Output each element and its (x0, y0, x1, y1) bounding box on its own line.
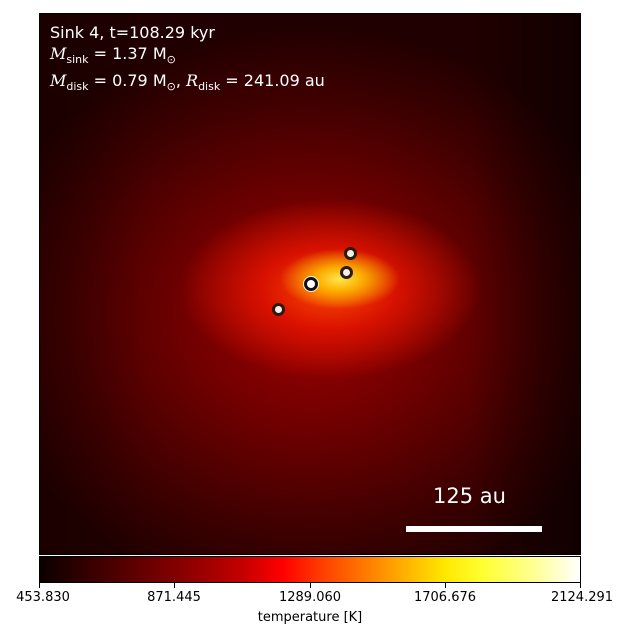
colorbar-tick-label-3: 1706.676 (413, 590, 477, 605)
sink-mass-line: Msink = 1.37 M⊙ (50, 43, 325, 70)
msink-value: = 1.37 M (88, 44, 167, 63)
sink-companion-1-marker (344, 247, 357, 260)
sink-companion-2-marker (340, 266, 353, 279)
colorbar-tick-label-0: 453.830 (16, 590, 70, 605)
colorbar-tick-1 (174, 583, 175, 588)
mdisk-unit-subscript: ⊙ (166, 80, 176, 94)
msink-subscript: sink (66, 53, 89, 67)
colorbar-tick-2 (310, 583, 311, 588)
rdisk-value: = 241.09 au (220, 71, 325, 91)
rdisk-separator: , (175, 71, 187, 91)
colorbar-tick-label-1: 871.445 (147, 590, 201, 605)
colorbar-tick-label-2: 1289.060 (278, 590, 342, 605)
colorbar-label: temperature [K] (257, 610, 363, 625)
colorbar-tick-0 (39, 583, 40, 588)
sink-companion-3-marker (272, 303, 285, 316)
scale-bar (406, 526, 542, 532)
sink-time-line: Sink 4, t=108.29 kyr (50, 23, 215, 42)
scale-bar-label: 125 au (433, 484, 506, 508)
msink-unit-subscript: ⊙ (166, 53, 176, 67)
colorbar-tick-label-4: 2124.291 (550, 590, 614, 605)
rdisk-subscript: disk (198, 80, 221, 94)
sink-info-annotation: Sink 4, t=108.29 kyr Msink = 1.37 M⊙ Mdi… (50, 22, 325, 97)
colorbar-tick-3 (445, 583, 446, 588)
rdisk-symbol: R (186, 71, 199, 91)
msink-symbol: M (50, 44, 67, 63)
temperature-map: Sink 4, t=108.29 kyr Msink = 1.37 M⊙ Mdi… (39, 13, 581, 555)
mdisk-subscript: disk (66, 80, 89, 94)
disk-mass-radius-line: Mdisk = 0.79 M⊙, Rdisk = 241.09 au (50, 70, 325, 97)
colorbar (39, 556, 581, 583)
mdisk-symbol: M (50, 71, 67, 91)
mdisk-value: = 0.79 M (88, 71, 167, 91)
sink-main-marker (304, 277, 318, 291)
colorbar-tick-4 (580, 583, 581, 588)
